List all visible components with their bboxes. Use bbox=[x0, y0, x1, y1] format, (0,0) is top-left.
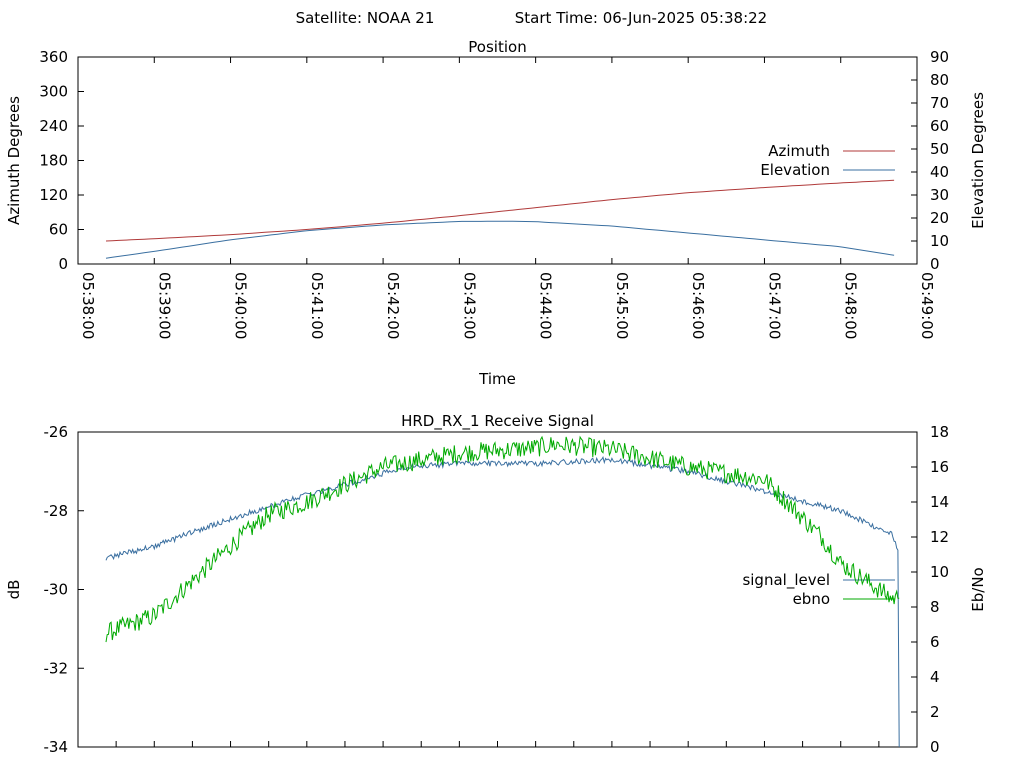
x-tick-label: 05:41:00 bbox=[308, 272, 326, 339]
y2-axis-label: Eb/No bbox=[969, 567, 987, 611]
y2-axis-label: Elevation Degrees bbox=[969, 92, 987, 229]
x-axis-label: Time bbox=[478, 370, 516, 388]
legend-label: Azimuth bbox=[768, 142, 830, 160]
y-tick-label: 240 bbox=[39, 117, 68, 135]
x-tick-label: 05:39:00 bbox=[155, 272, 173, 339]
y2-tick-label: 16 bbox=[930, 458, 949, 476]
satellite-label: Satellite: NOAA 21 bbox=[296, 9, 435, 27]
x-tick-label: 05:44:00 bbox=[537, 272, 555, 339]
y-tick-label: 300 bbox=[39, 83, 68, 101]
y2-tick-label: 0 bbox=[930, 738, 940, 756]
y-tick-label: 180 bbox=[39, 152, 68, 170]
y-tick-label: 120 bbox=[39, 186, 68, 204]
y-tick-label: -32 bbox=[44, 659, 69, 677]
receive-signal-chart: HRD_RX_1 Receive Signal -26 -28 -30 -32 -34 0 2… bbox=[5, 412, 987, 756]
series-line-elevation bbox=[105, 220, 895, 259]
x-tick-label: 05:46:00 bbox=[689, 272, 707, 339]
y-tick-label: 0 bbox=[58, 255, 68, 273]
x-tick-label: 05:40:00 bbox=[232, 272, 250, 339]
y2-tick-label: 0 bbox=[930, 255, 940, 273]
x-tick-label: 05:48:00 bbox=[842, 272, 860, 339]
series-line-ebno bbox=[105, 435, 900, 643]
chart-title: Position bbox=[468, 38, 526, 56]
y2-tick-label: 30 bbox=[930, 186, 949, 204]
y2-tick-label: 6 bbox=[930, 633, 940, 651]
y-tick-label: -26 bbox=[44, 423, 69, 441]
series-line-azimuth bbox=[105, 179, 895, 242]
x-tick-label: 05:43:00 bbox=[460, 272, 478, 339]
legend-label: Elevation bbox=[760, 161, 830, 179]
y2-tick-label: 40 bbox=[930, 163, 949, 181]
y2-tick-label: 8 bbox=[930, 598, 940, 616]
y-tick-label: 60 bbox=[49, 221, 68, 239]
y2-tick-label: 90 bbox=[930, 48, 949, 66]
x-tick-label: 05:38:00 bbox=[79, 272, 97, 339]
x-tick-label: 05:49:00 bbox=[918, 272, 936, 339]
x-tick-label: 05:42:00 bbox=[384, 272, 402, 339]
start-time-label: Start Time: 06-Jun-2025 05:38:22 bbox=[515, 9, 767, 27]
y2-tick-label: 2 bbox=[930, 703, 940, 721]
y2-tick-label: 10 bbox=[930, 232, 949, 250]
y2-tick-label: 80 bbox=[930, 71, 949, 89]
plot-frame bbox=[77, 431, 918, 748]
y2-tick-label: 50 bbox=[930, 140, 949, 158]
y2-tick-label: 20 bbox=[930, 209, 949, 227]
y2-tick-label: 70 bbox=[930, 94, 949, 112]
y-tick-label: 360 bbox=[39, 48, 68, 66]
y-axis-label: dB bbox=[5, 580, 23, 600]
series-line-signal_level bbox=[105, 456, 900, 748]
y-tick-label: -28 bbox=[44, 502, 69, 520]
y-tick-label: -30 bbox=[44, 581, 69, 599]
position-chart: Position 0 60 120 180 240 300 360 0 10 20 30 40 50 60 7… bbox=[5, 38, 987, 388]
y-axis-label: Azimuth Degrees bbox=[5, 96, 23, 225]
x-tick-label: 05:45:00 bbox=[613, 272, 631, 339]
y2-tick-label: 60 bbox=[930, 117, 949, 135]
y-tick-label: -34 bbox=[44, 738, 69, 756]
chart-title: HRD_RX_1 Receive Signal bbox=[401, 412, 594, 431]
x-tick-label: 05:47:00 bbox=[765, 272, 783, 339]
legend-label: ebno bbox=[793, 590, 830, 608]
y2-tick-label: 14 bbox=[930, 493, 949, 511]
legend-label: signal_level bbox=[742, 571, 830, 590]
y2-tick-label: 4 bbox=[930, 668, 940, 686]
y2-tick-label: 18 bbox=[930, 423, 949, 441]
y2-tick-label: 12 bbox=[930, 528, 949, 546]
y2-tick-label: 10 bbox=[930, 563, 949, 581]
